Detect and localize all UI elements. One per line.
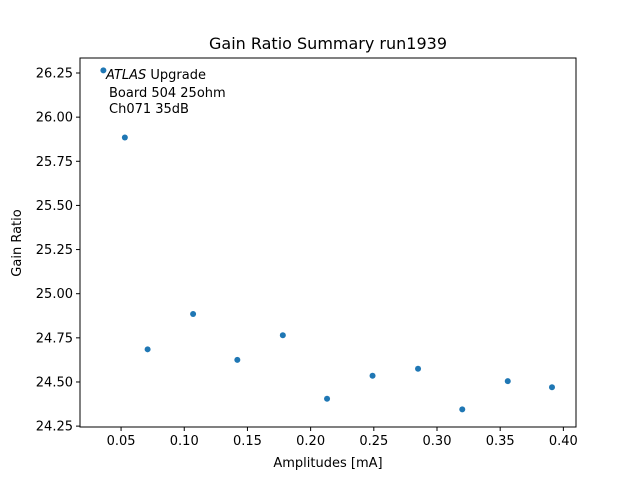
data-point bbox=[234, 356, 241, 363]
y-tick-label: 26.25 bbox=[36, 67, 73, 82]
annotation-upgrade: Upgrade bbox=[146, 68, 206, 83]
data-point bbox=[548, 384, 555, 391]
axes-frame bbox=[79, 57, 577, 428]
data-point bbox=[369, 372, 376, 379]
data-point bbox=[121, 134, 128, 141]
x-tick-label: 0.05 bbox=[107, 434, 136, 449]
y-tick-label: 25.75 bbox=[36, 155, 73, 170]
data-points bbox=[100, 67, 555, 413]
y-tick-label: 24.25 bbox=[36, 420, 73, 435]
data-point bbox=[144, 346, 151, 353]
data-point bbox=[324, 395, 331, 402]
x-axis: 0.05 0.10 0.15 0.20 0.25 0.30 0.35 0.40 bbox=[107, 427, 578, 449]
x-tick-label: 0.10 bbox=[170, 434, 199, 449]
annotation-atlas: ATLAS bbox=[105, 68, 146, 83]
x-tick-label: 0.20 bbox=[296, 434, 325, 449]
y-tick-label: 24.50 bbox=[36, 375, 73, 390]
data-point bbox=[415, 365, 422, 372]
data-point bbox=[279, 332, 286, 339]
x-tick-label: 0.25 bbox=[359, 434, 388, 449]
annotation-line-1: ATLAS Upgrade bbox=[105, 68, 206, 83]
annotation-line-2: Board 504 25ohm bbox=[109, 86, 226, 101]
x-tick-label: 0.40 bbox=[549, 434, 578, 449]
data-point bbox=[190, 311, 197, 318]
x-tick-label: 0.30 bbox=[423, 434, 452, 449]
data-point bbox=[459, 406, 466, 413]
x-axis-label: Amplitudes [mA] bbox=[273, 456, 382, 471]
y-axis-label: Gain Ratio bbox=[10, 209, 25, 276]
data-point bbox=[504, 378, 511, 385]
y-tick-label: 25.25 bbox=[36, 243, 73, 258]
y-tick-label: 25.50 bbox=[36, 199, 73, 214]
data-point bbox=[100, 67, 107, 74]
y-tick-label: 26.00 bbox=[36, 111, 73, 126]
plot-area: 0.05 0.10 0.15 0.20 0.25 0.30 0.35 0.40 24.2524… bbox=[36, 57, 578, 449]
chart-title: Gain Ratio Summary run1939 bbox=[209, 34, 447, 53]
y-tick-label: 25.00 bbox=[36, 287, 73, 302]
y-axis: 24.25 24.50 24.75 25.00 25.25 25.50 25.75 26.00… bbox=[36, 67, 80, 435]
x-tick-label: 0.15 bbox=[233, 434, 262, 449]
y-tick-label: 24.75 bbox=[36, 331, 73, 346]
x-tick-label: 0.35 bbox=[486, 434, 515, 449]
annotation-line-3: Ch071 35dB bbox=[109, 102, 189, 117]
